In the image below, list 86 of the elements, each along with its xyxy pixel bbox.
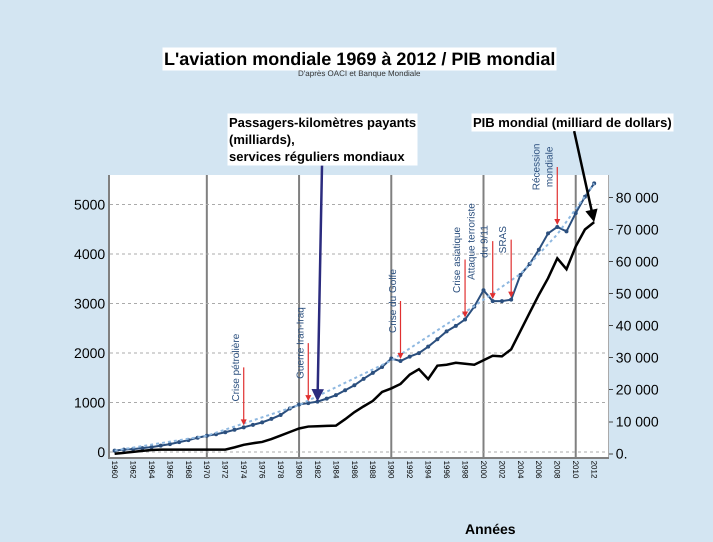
y-tick-label: 1000 bbox=[74, 394, 106, 410]
x-tick-label: 1984 bbox=[331, 460, 340, 479]
y-tick-label: 2000 bbox=[74, 345, 106, 362]
x-tick-label: 1980 bbox=[294, 460, 304, 479]
point bbox=[454, 324, 458, 328]
x-tick-label: 1978 bbox=[276, 460, 286, 479]
x-tick-label: 2008 bbox=[552, 460, 562, 479]
x-tick-label: 2002 bbox=[497, 460, 506, 479]
annotation: Crise asiatique bbox=[452, 226, 464, 294]
x-tick-label: 1990 bbox=[386, 460, 396, 479]
point bbox=[416, 351, 421, 356]
point bbox=[278, 412, 283, 417]
x-tick-label: 1976 bbox=[258, 460, 267, 479]
y-tick-label: 3000 bbox=[74, 296, 106, 312]
y2-tick-label: 10 000 bbox=[616, 414, 659, 430]
point bbox=[408, 354, 412, 359]
x-tick-label: 1964 bbox=[146, 460, 156, 479]
y2-tick-label: 70 000 bbox=[616, 221, 659, 238]
y2-axis-title: PIB mondial (milliard de dollars) bbox=[473, 115, 672, 130]
point bbox=[490, 299, 495, 304]
point bbox=[536, 248, 541, 252]
point bbox=[380, 364, 384, 369]
point bbox=[435, 337, 440, 342]
annotation: Attaque terroriste du 9/11 bbox=[466, 202, 491, 280]
chart-title: L'aviation mondiale 1969 à 2012 / PIB mondial bbox=[164, 49, 556, 69]
point bbox=[158, 444, 163, 448]
x-tick-label: 2000 bbox=[478, 460, 488, 479]
point bbox=[362, 376, 366, 381]
point bbox=[500, 299, 504, 304]
y-axis-title: Passagers-kilomètres payants (milliards), services réguliers mondiaux bbox=[229, 115, 416, 164]
x-tick-label: 1972 bbox=[220, 460, 230, 479]
point bbox=[324, 396, 329, 401]
point bbox=[509, 298, 514, 302]
x-tick-label: 2010 bbox=[571, 460, 580, 479]
point bbox=[546, 231, 550, 236]
point bbox=[260, 420, 264, 424]
point bbox=[250, 422, 255, 427]
point bbox=[269, 416, 274, 421]
point bbox=[223, 430, 228, 434]
point bbox=[398, 359, 402, 364]
x-tick-label: 1996 bbox=[442, 460, 452, 479]
chart-subtitle: D'après OACI et Banque Mondiale bbox=[298, 69, 422, 78]
x-tick-label: 1970 bbox=[202, 460, 212, 479]
x-tick-label: 2004 bbox=[516, 460, 525, 479]
x-tick-label: 2006 bbox=[534, 460, 544, 479]
point bbox=[482, 288, 486, 292]
x-tick-label: 1994 bbox=[424, 460, 433, 479]
x-tick-label: 1988 bbox=[368, 460, 378, 479]
y2-tick-label: 20 000 bbox=[616, 382, 659, 398]
x-tick-label: 1998 bbox=[460, 460, 470, 479]
y2-tick-label: 80 000 bbox=[616, 189, 659, 206]
y2-tick-label: 60 000 bbox=[616, 253, 659, 270]
point bbox=[564, 229, 568, 234]
point bbox=[426, 344, 430, 349]
point bbox=[242, 425, 246, 430]
x-axis-title: Années bbox=[465, 521, 516, 537]
x-tick-label: 1982 bbox=[312, 460, 322, 479]
x-tick-label: 1992 bbox=[405, 460, 414, 479]
x-tick-label: 2012 bbox=[590, 460, 599, 479]
x-tick-label: 1974 bbox=[239, 460, 248, 479]
point bbox=[370, 370, 375, 375]
point bbox=[343, 388, 348, 392]
point bbox=[352, 383, 356, 388]
y2-tick-label: 30 000 bbox=[616, 350, 659, 366]
point bbox=[555, 224, 560, 229]
annotation: SRAS bbox=[498, 226, 509, 254]
y2-tick-label: 0. bbox=[616, 446, 628, 462]
point bbox=[232, 428, 236, 432]
annotation: Récession mondiale bbox=[531, 144, 556, 190]
y-tick-label: 5000 bbox=[74, 196, 106, 213]
x-tick-label: 1962 bbox=[128, 460, 138, 479]
annotation: Guerre Iran-Iraq bbox=[296, 307, 307, 379]
annotation: Crise pétrolière bbox=[230, 333, 242, 402]
point bbox=[334, 393, 338, 398]
x-tick-label: 1968 bbox=[184, 460, 193, 479]
point bbox=[463, 317, 468, 322]
annotation: Crise du Golfe bbox=[388, 268, 399, 334]
x-tick-label: 1986 bbox=[350, 460, 359, 479]
point bbox=[177, 440, 182, 444]
y2-tick-label: 40 000 bbox=[616, 318, 659, 334]
y2-tick-label: 50 000 bbox=[616, 285, 659, 302]
y-tick-label: 4000 bbox=[74, 246, 106, 262]
x-tick-label: 1960 bbox=[110, 460, 120, 479]
point bbox=[444, 329, 449, 334]
y-tick-label: 0 bbox=[97, 444, 106, 460]
x-tick-label: 1966 bbox=[165, 460, 174, 479]
